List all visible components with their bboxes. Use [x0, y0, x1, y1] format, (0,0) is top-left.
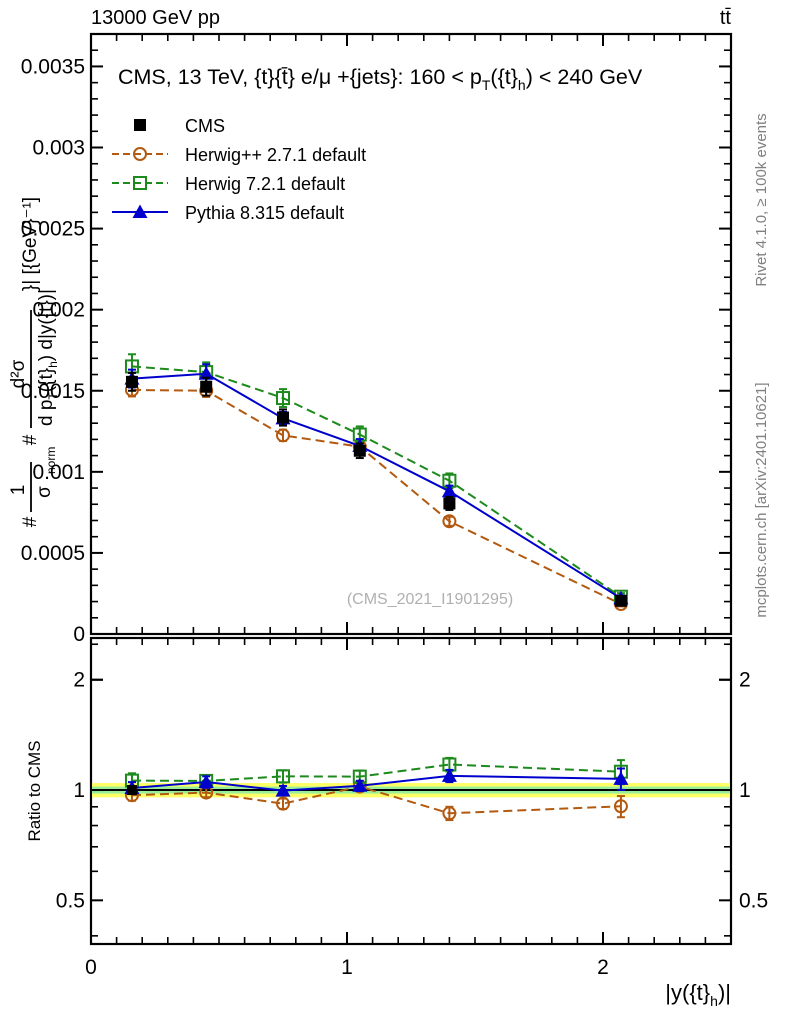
header-left: 13000 GeV pp — [91, 7, 220, 29]
y-tick-label: 0.0035 — [21, 55, 85, 78]
svg-text:norm: norm — [44, 447, 58, 474]
y-tick-label: 0.0015 — [21, 380, 85, 403]
data-point-marker — [277, 411, 289, 424]
ratio-y-tick-label-right: 0.5 — [739, 889, 768, 912]
mcplots-source-label: mcplots.cern.ch [arXiv:2401.10621] — [753, 382, 770, 617]
ratio-y-tick-label-right: 2 — [739, 669, 751, 692]
data-point-marker — [614, 594, 627, 607]
main-plot-title: CMS, 13 TeV, {t}{t̄} e/μ +{jets}: 160 < … — [118, 65, 643, 93]
y-tick-label: 0.003 — [32, 137, 85, 160]
data-point-marker — [442, 514, 457, 529]
legend-label: Pythia 8.315 default — [185, 203, 344, 223]
main-series-group — [124, 353, 629, 611]
data-point-marker — [442, 806, 457, 821]
data-point-marker — [276, 796, 290, 811]
svg-text:}| [{GeV}⁻¹]: }| [{GeV}⁻¹] — [20, 197, 41, 291]
data-point-marker — [133, 176, 147, 190]
legend: CMS Herwig++ 2.7.1 default Herwig 7.2.1 de… — [112, 116, 366, 223]
y-tick-label: 0.002 — [32, 299, 85, 322]
svg-text:1: 1 — [8, 485, 29, 496]
main-plot-frame — [89, 32, 733, 636]
header-right: tt̄ — [720, 7, 732, 29]
legend-label: CMS — [185, 116, 225, 136]
y-tick-label: 0.0025 — [21, 218, 85, 241]
svg-text:#: # — [20, 516, 41, 527]
svg-text:σ: σ — [34, 486, 55, 498]
data-point-marker — [276, 769, 290, 784]
data-point-marker — [126, 785, 137, 796]
x-tick-label: 2 — [597, 956, 609, 979]
data-point-marker — [613, 799, 628, 814]
ratio-y-axis-title: Ratio to CMS — [25, 740, 44, 841]
series-line — [131, 388, 622, 605]
ratio-y-tick-label: 2 — [73, 669, 85, 692]
data-point-marker — [200, 380, 213, 393]
x-tick-label: 1 — [341, 956, 353, 979]
data-point-marker — [353, 444, 366, 457]
svg-text:d²σ: d²σ — [8, 359, 29, 388]
data-point-marker — [125, 375, 138, 388]
svg-text:d pT({t}h) d|y({t})|: d pT({t}h) d|y({t})| — [36, 289, 60, 426]
data-point-marker — [441, 483, 457, 498]
y-tick-label: 0.0005 — [21, 542, 85, 565]
series-line — [131, 763, 621, 782]
series-line — [131, 785, 621, 815]
data-point-marker — [276, 428, 290, 443]
data-point-marker — [441, 768, 457, 782]
y-tick-label: 0 — [73, 623, 85, 646]
data-point-marker — [613, 771, 629, 785]
data-point-marker — [443, 497, 456, 510]
x-axis-title: |y({t}h)| — [665, 980, 731, 1009]
watermark-label: (CMS_2021_I1901295) — [347, 591, 513, 608]
x-tick-label: 0 — [85, 956, 97, 979]
series-line — [131, 372, 622, 600]
data-point-marker — [352, 778, 368, 792]
data-point-marker — [198, 366, 214, 380]
ratio-series-group — [124, 756, 629, 822]
ratio-y-tick-label-right: 1 — [739, 779, 751, 802]
legend-label: Herwig 7.2.1 default — [185, 174, 345, 194]
data-point-marker — [275, 783, 291, 797]
data-point-marker — [198, 774, 214, 788]
rivet-version-label: Rivet 4.1.0, ≥ 100k events — [753, 113, 770, 286]
y-tick-label: 0.001 — [32, 461, 85, 484]
ratio-y-tick-label: 0.5 — [56, 889, 85, 912]
data-point-marker — [133, 147, 147, 161]
data-point-marker — [276, 391, 290, 406]
legend-label: Herwig++ 2.7.1 default — [185, 145, 366, 165]
series-line — [131, 365, 622, 598]
ratio-y-tick-label: 1 — [73, 779, 85, 802]
series-line — [131, 774, 621, 792]
data-point-marker — [132, 204, 148, 218]
data-point-marker — [134, 119, 146, 131]
svg-text:#: # — [20, 434, 41, 445]
